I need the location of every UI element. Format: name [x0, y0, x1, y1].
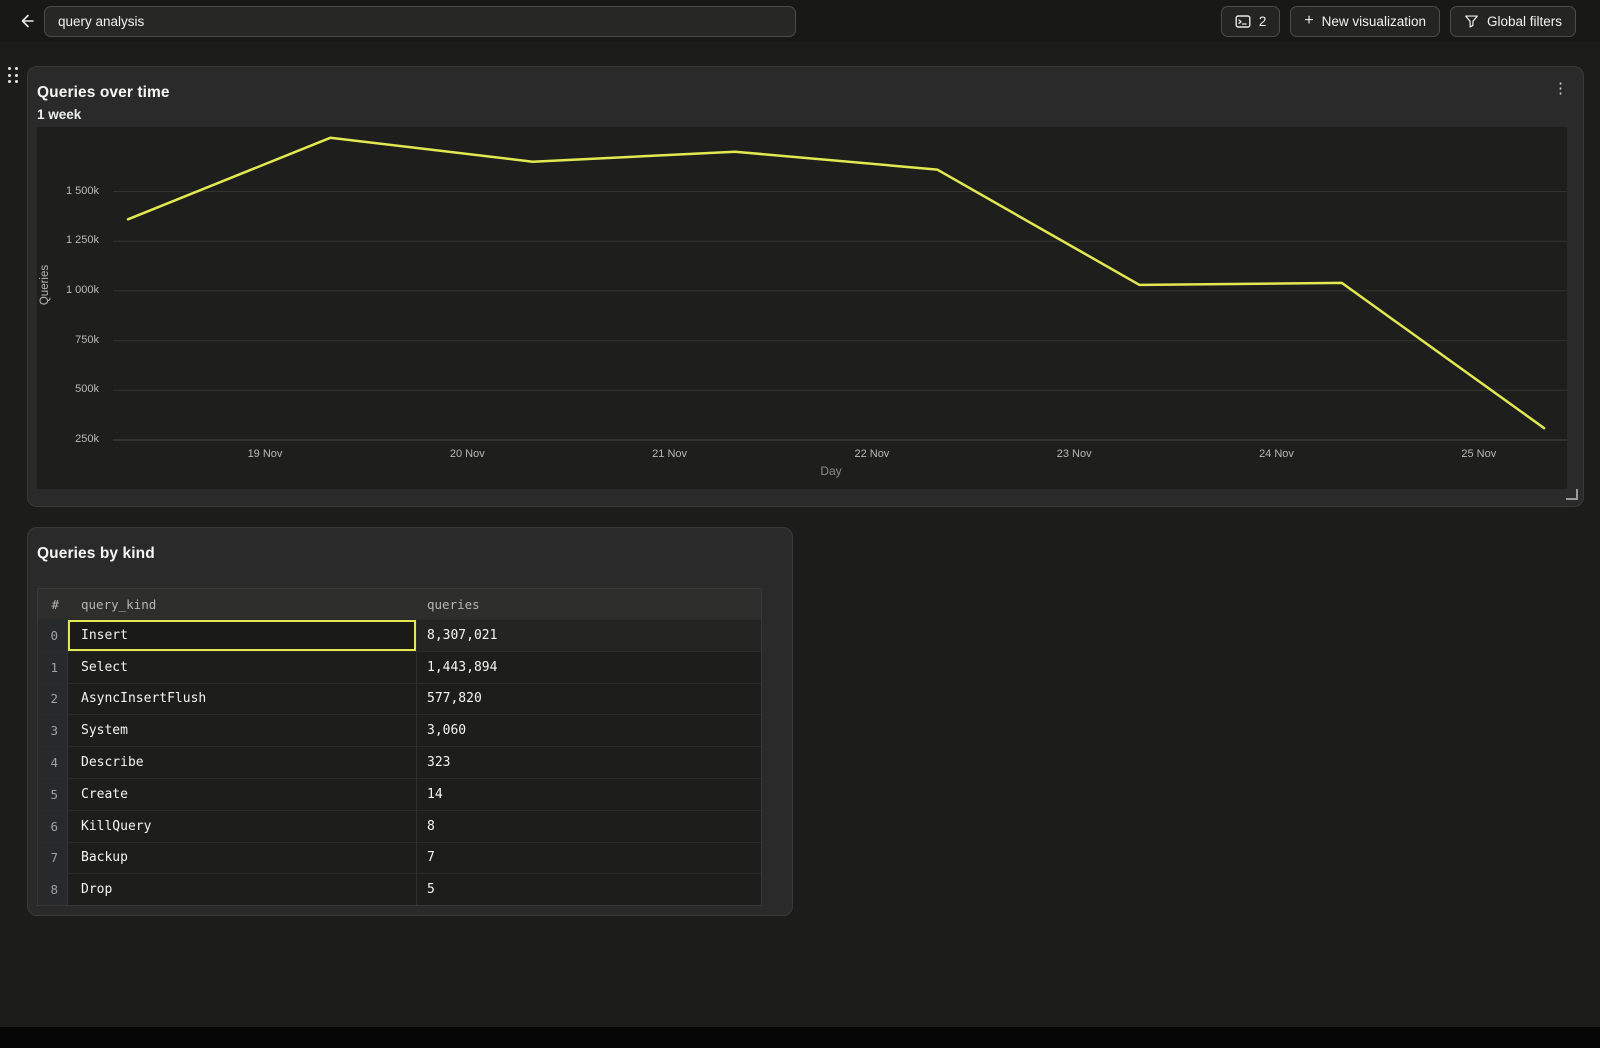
queries-value-cell[interactable]: 3,060 — [417, 715, 761, 746]
y-tick-label: 1 500k — [37, 185, 99, 197]
chart-panel-subtitle: 1 week — [37, 107, 1583, 122]
column-header-queries[interactable]: queries — [417, 597, 761, 612]
row-index-cell[interactable]: 0 — [38, 620, 68, 651]
queries-value-cell[interactable]: 8,307,021 — [417, 620, 761, 651]
global-filters-label: Global filters — [1487, 14, 1562, 29]
panel-drag-handle-icon[interactable] — [8, 67, 21, 84]
chart-panel-title: Queries over time — [37, 84, 1583, 102]
queries-by-kind-table: # query_kind queries 0Insert8,307,0211Se… — [37, 588, 762, 906]
table-row[interactable]: 0Insert8,307,021 — [38, 619, 761, 651]
x-axis-title: Day — [801, 464, 861, 478]
topbar: 2 + New visualization Global filters — [0, 0, 1600, 42]
console-window-icon — [1235, 14, 1251, 29]
panel-menu-kebab-icon[interactable]: ⋮ — [1553, 80, 1567, 100]
table-row[interactable]: 8Drop5 — [38, 873, 761, 905]
table-header-row: # query_kind queries — [38, 589, 761, 619]
funnel-icon — [1464, 14, 1479, 29]
y-tick-label: 500k — [37, 383, 99, 395]
plus-icon: + — [1304, 13, 1313, 29]
query-kind-cell[interactable]: KillQuery — [68, 811, 417, 842]
table-row[interactable]: 5Create14 — [38, 778, 761, 810]
table-row[interactable]: 1Select1,443,894 — [38, 651, 761, 683]
global-filters-button[interactable]: Global filters — [1450, 6, 1576, 37]
screen-bottom-edge — [0, 1027, 1600, 1048]
x-tick-label: 19 Nov — [233, 448, 297, 460]
query-kind-cell[interactable]: Create — [68, 779, 417, 810]
query-kind-cell[interactable]: AsyncInsertFlush — [68, 684, 417, 715]
panel-count-button[interactable]: 2 — [1221, 6, 1281, 37]
chart-panel-header: Queries over time 1 week — [28, 67, 1583, 122]
x-tick-label: 23 Nov — [1042, 448, 1106, 460]
query-kind-cell[interactable]: Select — [68, 652, 417, 683]
query-kind-cell[interactable]: System — [68, 715, 417, 746]
y-tick-label: 1 000k — [37, 284, 99, 296]
y-tick-label: 250k — [37, 433, 99, 445]
row-index-cell[interactable]: 5 — [38, 779, 68, 810]
column-header-query-kind[interactable]: query_kind — [68, 597, 417, 612]
queries-over-time-panel: Queries over time 1 week ⋮ Queries Day 1… — [27, 66, 1584, 507]
query-kind-cell[interactable]: Insert — [68, 620, 417, 651]
new-visualization-label: New visualization — [1322, 14, 1426, 29]
x-tick-label: 21 Nov — [638, 448, 702, 460]
row-index-cell[interactable]: 4 — [38, 747, 68, 778]
table-panel-header: Queries by kind — [28, 528, 792, 563]
queries-value-cell[interactable]: 8 — [417, 811, 761, 842]
table-row[interactable]: 6KillQuery8 — [38, 810, 761, 842]
table-row[interactable]: 3System3,060 — [38, 714, 761, 746]
queries-value-cell[interactable]: 1,443,894 — [417, 652, 761, 683]
new-visualization-button[interactable]: + New visualization — [1290, 6, 1440, 37]
queries-value-cell[interactable]: 577,820 — [417, 684, 761, 715]
column-header-index[interactable]: # — [38, 597, 68, 612]
query-kind-cell[interactable]: Describe — [68, 747, 417, 778]
queries-value-cell[interactable]: 323 — [417, 747, 761, 778]
row-index-cell[interactable]: 1 — [38, 652, 68, 683]
chart-plot-area[interactable]: Queries Day 1 500k1 250k1 000k750k500k25… — [37, 127, 1567, 489]
row-index-cell[interactable]: 7 — [38, 843, 68, 874]
queries-value-cell[interactable]: 5 — [417, 874, 761, 905]
panel-count-label: 2 — [1259, 14, 1267, 29]
query-kind-cell[interactable]: Drop — [68, 874, 417, 905]
queries-value-cell[interactable]: 14 — [417, 779, 761, 810]
table-body: 0Insert8,307,0211Select1,443,8942AsyncIn… — [38, 619, 761, 905]
topbar-actions: 2 + New visualization Global filters — [1221, 6, 1576, 37]
x-tick-label: 24 Nov — [1245, 448, 1309, 460]
x-tick-label: 20 Nov — [435, 448, 499, 460]
y-tick-label: 750k — [37, 334, 99, 346]
row-index-cell[interactable]: 3 — [38, 715, 68, 746]
back-button[interactable] — [12, 7, 40, 35]
queries-by-kind-panel: Queries by kind # query_kind queries 0In… — [27, 527, 793, 916]
panel-resize-handle[interactable] — [1566, 489, 1578, 500]
dashboard-title-input[interactable] — [44, 6, 796, 37]
arrow-left-icon — [17, 12, 35, 30]
row-index-cell[interactable]: 2 — [38, 684, 68, 715]
row-index-cell[interactable]: 8 — [38, 874, 68, 905]
table-panel-title: Queries by kind — [37, 545, 792, 563]
table-row[interactable]: 7Backup7 — [38, 842, 761, 874]
query-kind-cell[interactable]: Backup — [68, 843, 417, 874]
line-chart — [37, 127, 1567, 489]
x-tick-label: 22 Nov — [840, 448, 904, 460]
x-tick-label: 25 Nov — [1447, 448, 1511, 460]
queries-value-cell[interactable]: 7 — [417, 843, 761, 874]
y-tick-label: 1 250k — [37, 234, 99, 246]
table-row[interactable]: 2AsyncInsertFlush577,820 — [38, 683, 761, 715]
row-index-cell[interactable]: 6 — [38, 811, 68, 842]
table-row[interactable]: 4Describe323 — [38, 746, 761, 778]
queries-series-line — [128, 138, 1544, 428]
